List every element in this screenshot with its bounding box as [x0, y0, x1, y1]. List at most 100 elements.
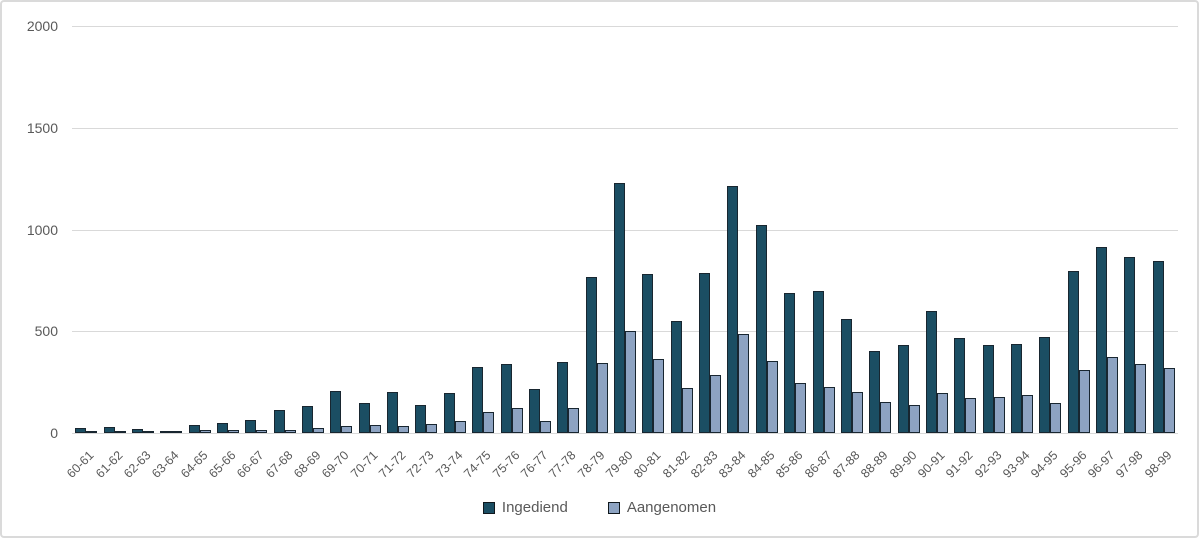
bar-ingediend-82-83	[699, 273, 711, 433]
bar-ingediend-76-77	[528, 389, 540, 433]
x-tick-label-63-64: 63-64	[149, 448, 182, 481]
bar-ingediend-81-82	[670, 321, 682, 433]
x-tick-label-94-95: 94-95	[1028, 448, 1061, 481]
bar-group-71-72	[387, 391, 410, 433]
bar-group-83-84	[727, 185, 750, 433]
bar-ingediend-97-98	[1124, 256, 1136, 433]
bar-group-89-90	[897, 344, 920, 433]
bar-aangenomen-67-68	[284, 429, 296, 433]
bar-aangenomen-97-98	[1135, 363, 1147, 433]
bar-aangenomen-68-69	[313, 428, 325, 433]
bar-ingediend-92-93	[982, 344, 994, 433]
x-tick-label-81-82: 81-82	[659, 448, 693, 481]
bar-aangenomen-88-89	[880, 402, 892, 433]
x-tick-label-77-78: 77-78	[546, 448, 579, 481]
x-tick-label-93-94: 93-94	[1000, 448, 1033, 481]
bar-ingediend-96-97	[1096, 247, 1108, 433]
x-tick-label-65-66: 65-66	[206, 448, 239, 481]
x-tick-label-60-61: 60-61	[64, 448, 97, 481]
x-tick-label-91-92: 91-92	[943, 448, 976, 481]
bar-aangenomen-60-61	[86, 430, 98, 433]
bar-ingediend-80-81	[642, 273, 654, 433]
bar-group-84-85	[755, 225, 778, 433]
bar-group-87-88	[840, 318, 863, 433]
bar-group-97-98	[1124, 256, 1147, 433]
gridline-1000	[72, 229, 1178, 231]
x-tick-label-95-96: 95-96	[1056, 448, 1090, 481]
x-tick-label-64-65: 64-65	[177, 448, 211, 481]
x-tick-label-74-75: 74-75	[461, 448, 494, 481]
bar-group-82-83	[699, 273, 722, 433]
bar-ingediend-98-99	[1152, 260, 1164, 433]
bar-ingediend-87-88	[840, 318, 852, 433]
bar-group-86-87	[812, 291, 835, 433]
bar-group-90-91	[925, 310, 948, 433]
bar-aangenomen-90-91	[936, 393, 948, 433]
bar-group-95-96	[1067, 270, 1090, 433]
bar-aangenomen-71-72	[398, 425, 410, 433]
plot-area: 60-61 61-62 62-63 63-64 64-65 65-66 66-67 67-68…	[64, 26, 1178, 481]
bar-group-72-73	[415, 405, 438, 433]
x-tick-label-87-88: 87-88	[829, 448, 863, 481]
bar-aangenomen-61-62	[114, 430, 126, 433]
bar-ingediend-85-86	[784, 293, 796, 433]
bar-ingediend-63-64	[160, 431, 172, 433]
bar-group-85-86	[784, 293, 807, 433]
bar-ingediend-68-69	[302, 405, 314, 433]
bar-aangenomen-87-88	[851, 392, 863, 433]
x-tick-label-62-63: 62-63	[120, 448, 154, 481]
bar-group-60-61	[75, 427, 98, 433]
legend-aangenomen-label: Aangenomen	[626, 499, 717, 516]
bar-ingediend-61-62	[103, 427, 115, 433]
bar-aangenomen-65-66	[227, 429, 239, 433]
x-tick-label-82-83: 82-83	[688, 448, 721, 481]
bar-ingediend-84-85	[755, 225, 767, 433]
y-tick-label-1000: 1000	[26, 221, 58, 238]
bar-group-64-65	[188, 424, 211, 433]
bar-group-65-66	[216, 423, 239, 433]
bar-group-78-79	[585, 277, 608, 433]
bar-ingediend-86-87	[812, 291, 824, 433]
x-tick-label-92-93: 92-93	[971, 448, 1005, 481]
bar-ingediend-66-67	[245, 419, 257, 433]
bar-ingediend-71-72	[387, 391, 399, 433]
legend-ingediend-swatch-icon	[482, 501, 495, 514]
gridline-0	[72, 433, 1178, 434]
bar-ingediend-83-84	[727, 185, 739, 433]
bar-ingediend-94-95	[1039, 336, 1051, 433]
bar-group-91-92	[954, 337, 977, 433]
bar-aangenomen-93-94	[1022, 395, 1034, 433]
bar-group-92-93	[982, 344, 1005, 433]
bar-group-74-75	[472, 367, 495, 433]
x-tick-label-70-71: 70-71	[347, 448, 381, 481]
bar-group-81-82	[670, 321, 693, 433]
bar-ingediend-88-89	[869, 350, 881, 433]
bar-group-75-76	[500, 363, 523, 433]
x-tick-label-71-72: 71-72	[376, 448, 409, 481]
gridline-2000	[72, 26, 1178, 27]
y-tick-label-500: 500	[34, 323, 58, 340]
y-tick-label-0: 0	[50, 425, 58, 441]
bar-aangenomen-75-76	[511, 408, 523, 433]
bar-aangenomen-83-84	[738, 333, 750, 433]
x-tick-label-75-76: 75-76	[489, 448, 523, 481]
bar-group-61-62	[103, 427, 126, 433]
bar-group-96-97	[1096, 247, 1119, 433]
bar-aangenomen-70-71	[369, 424, 381, 433]
x-tick-label-76-77: 76-77	[518, 448, 551, 481]
bar-aangenomen-85-86	[795, 383, 807, 433]
bar-group-98-99	[1152, 260, 1175, 433]
x-tick-label-83-84: 83-84	[716, 448, 750, 481]
legend-aangenomen-swatch-icon	[607, 501, 620, 514]
bar-aangenomen-95-96	[1078, 370, 1090, 433]
bar-ingediend-89-90	[897, 344, 909, 433]
x-tick-label-80-81: 80-81	[631, 448, 664, 481]
bar-group-80-81	[642, 273, 665, 433]
bar-ingediend-67-68	[273, 409, 285, 433]
x-tick-label-79-80: 79-80	[603, 448, 636, 481]
bar-aangenomen-92-93	[993, 397, 1005, 433]
bar-aangenomen-66-67	[256, 430, 268, 433]
bar-ingediend-79-80	[614, 182, 625, 433]
bar-aangenomen-82-83	[710, 375, 722, 433]
